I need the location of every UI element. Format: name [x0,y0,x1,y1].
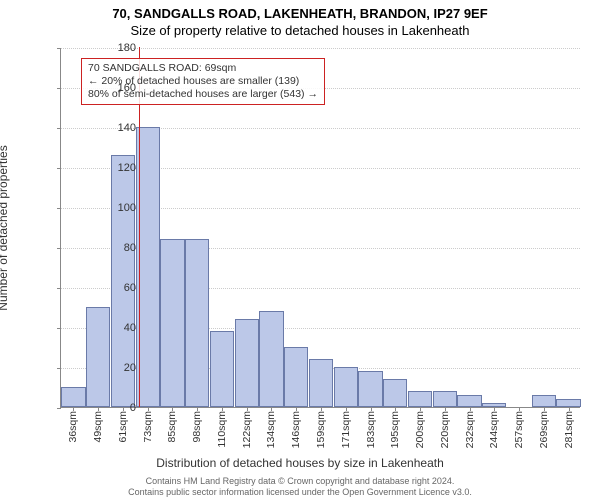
x-tick-label: 85sqm [166,411,178,443]
x-tick-label: 220sqm [439,411,451,448]
x-tick-label: 171sqm [340,411,352,448]
y-tick-label: 20 [106,362,136,374]
y-tick-label: 140 [106,122,136,134]
x-tick-label: 244sqm [488,411,500,448]
y-tick-label: 60 [106,282,136,294]
y-tick-mark [57,208,61,209]
histogram-bar [259,311,283,407]
histogram-bar [160,239,184,407]
y-tick-label: 0 [106,402,136,414]
x-tick-label: 159sqm [315,411,327,448]
x-tick-label: 269sqm [538,411,550,448]
y-tick-mark [57,168,61,169]
y-tick-mark [57,88,61,89]
histogram-bar [210,331,234,407]
y-tick-mark [57,248,61,249]
x-tick-label: 146sqm [290,411,302,448]
x-tick-label: 281sqm [563,411,575,448]
histogram-bar [235,319,259,407]
histogram-bar [358,371,382,407]
x-tick-label: 49sqm [92,411,104,443]
y-tick-label: 40 [106,322,136,334]
histogram-bar [408,391,432,407]
x-tick-label: 232sqm [464,411,476,448]
histogram-bar [383,379,407,407]
histogram-bar [309,359,333,407]
y-tick-mark [57,288,61,289]
y-tick-mark [57,368,61,369]
footnote-line1: Contains HM Land Registry data © Crown c… [146,476,455,486]
histogram-bar [556,399,580,407]
x-tick-label: 61sqm [117,411,129,443]
y-tick-mark [57,48,61,49]
x-axis-label: Distribution of detached houses by size … [0,456,600,470]
histogram-bar [433,391,457,407]
footnote-line2: Contains public sector information licen… [128,487,472,497]
y-tick-mark [57,328,61,329]
x-tick-label: 257sqm [513,411,525,448]
histogram-bar [185,239,209,407]
histogram-bar [284,347,308,407]
histogram-bar [61,387,85,407]
annotation-line1: 70 SANDGALLS ROAD: 69sqm [88,62,318,75]
x-tick-label: 195sqm [389,411,401,448]
y-tick-label: 100 [106,202,136,214]
y-tick-mark [57,128,61,129]
y-tick-mark [57,408,61,409]
chart-title-description: Size of property relative to detached ho… [0,21,600,38]
chart-footnote: Contains HM Land Registry data © Crown c… [0,476,600,498]
y-axis-label: Number of detached properties [0,145,10,310]
histogram-bar [334,367,358,407]
x-tick-label: 183sqm [365,411,377,448]
x-tick-label: 134sqm [265,411,277,448]
x-tick-label: 98sqm [191,411,203,443]
histogram-bar [457,395,481,407]
x-tick-label: 36sqm [67,411,79,443]
x-tick-label: 122sqm [241,411,253,448]
y-tick-label: 180 [106,42,136,54]
histogram-bar [532,395,556,407]
property-size-histogram: 70, SANDGALLS ROAD, LAKENHEATH, BRANDON,… [0,0,600,500]
x-tick-label: 200sqm [414,411,426,448]
y-tick-label: 120 [106,162,136,174]
x-tick-label: 73sqm [142,411,154,443]
y-tick-label: 160 [106,82,136,94]
chart-title-address: 70, SANDGALLS ROAD, LAKENHEATH, BRANDON,… [0,0,600,21]
y-tick-label: 80 [106,242,136,254]
x-tick-label: 110sqm [216,411,228,448]
plot-area: 36sqm49sqm61sqm73sqm85sqm98sqm110sqm122s… [60,48,580,408]
